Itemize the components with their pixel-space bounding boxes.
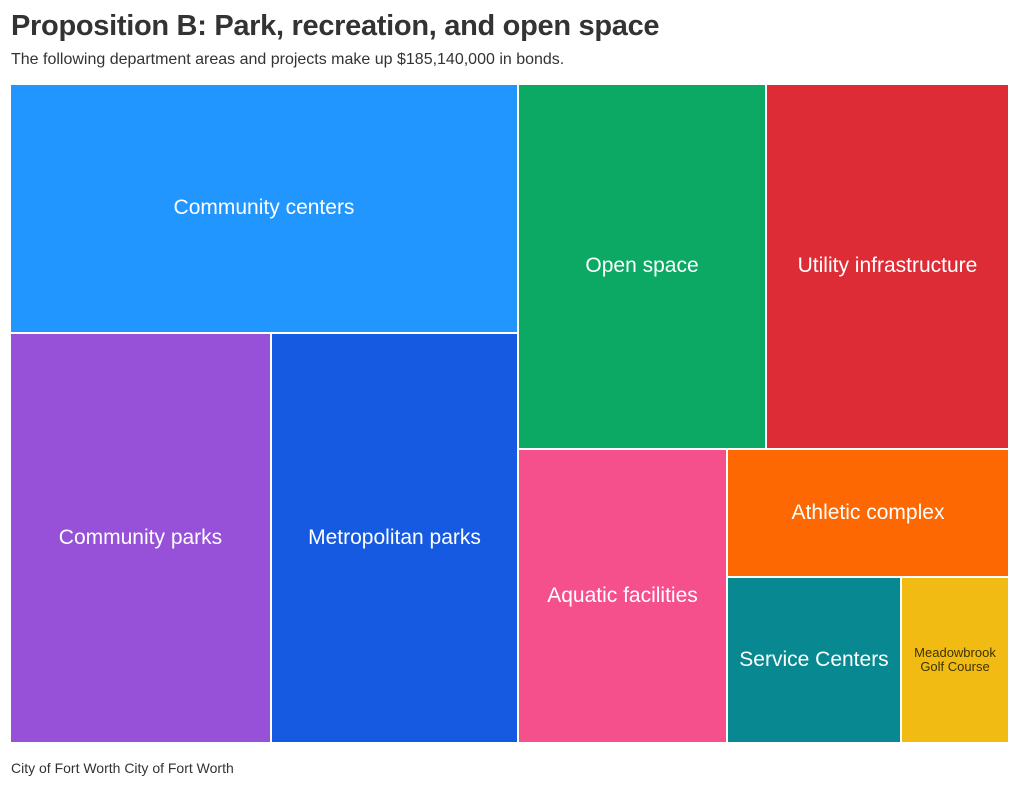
treemap-cell-community-centers[interactable]: Community centers: [10, 84, 518, 333]
cell-label-meadowbrook-golf-course: Meadowbrook Golf Course: [914, 645, 996, 674]
treemap-cell-community-parks[interactable]: Community parks: [10, 333, 271, 743]
treemap-cell-utility-infrastructure[interactable]: Utility infrastructure: [766, 84, 1009, 449]
cell-label-open-space: Open space: [585, 254, 699, 278]
treemap-cell-service-centers[interactable]: Service Centers: [727, 577, 901, 743]
treemap-chart: Community centers Community parks Metrop…: [10, 84, 1009, 743]
source-note: City of Fort Worth City of Fort Worth: [11, 760, 234, 776]
cell-label-community-parks: Community parks: [58, 525, 223, 549]
cell-label-metropolitan-parks: Metropolitan parks: [308, 525, 481, 549]
treemap-cell-open-space[interactable]: Open space: [518, 84, 766, 449]
treemap-cell-metropolitan-parks[interactable]: Metropolitan parks: [271, 333, 518, 743]
chart-title: Proposition B: Park, recreation, and ope…: [11, 10, 660, 42]
treemap-cell-meadowbrook-golf-course[interactable]: Meadowbrook Golf Course: [901, 577, 1009, 743]
treemap-cell-athletic-complex[interactable]: Athletic complex: [727, 449, 1009, 577]
chart-subtitle: The following department areas and proje…: [11, 51, 565, 68]
treemap-cell-aquatic-facilities[interactable]: Aquatic facilities: [518, 449, 727, 743]
cell-label-aquatic-facilities: Aquatic facilities: [547, 583, 698, 607]
cell-label-athletic-complex: Athletic complex: [791, 500, 945, 524]
cell-label-service-centers: Service Centers: [739, 647, 889, 671]
cell-label-utility-infrastructure: Utility infrastructure: [797, 254, 978, 278]
cell-label-community-centers: Community centers: [173, 196, 355, 220]
